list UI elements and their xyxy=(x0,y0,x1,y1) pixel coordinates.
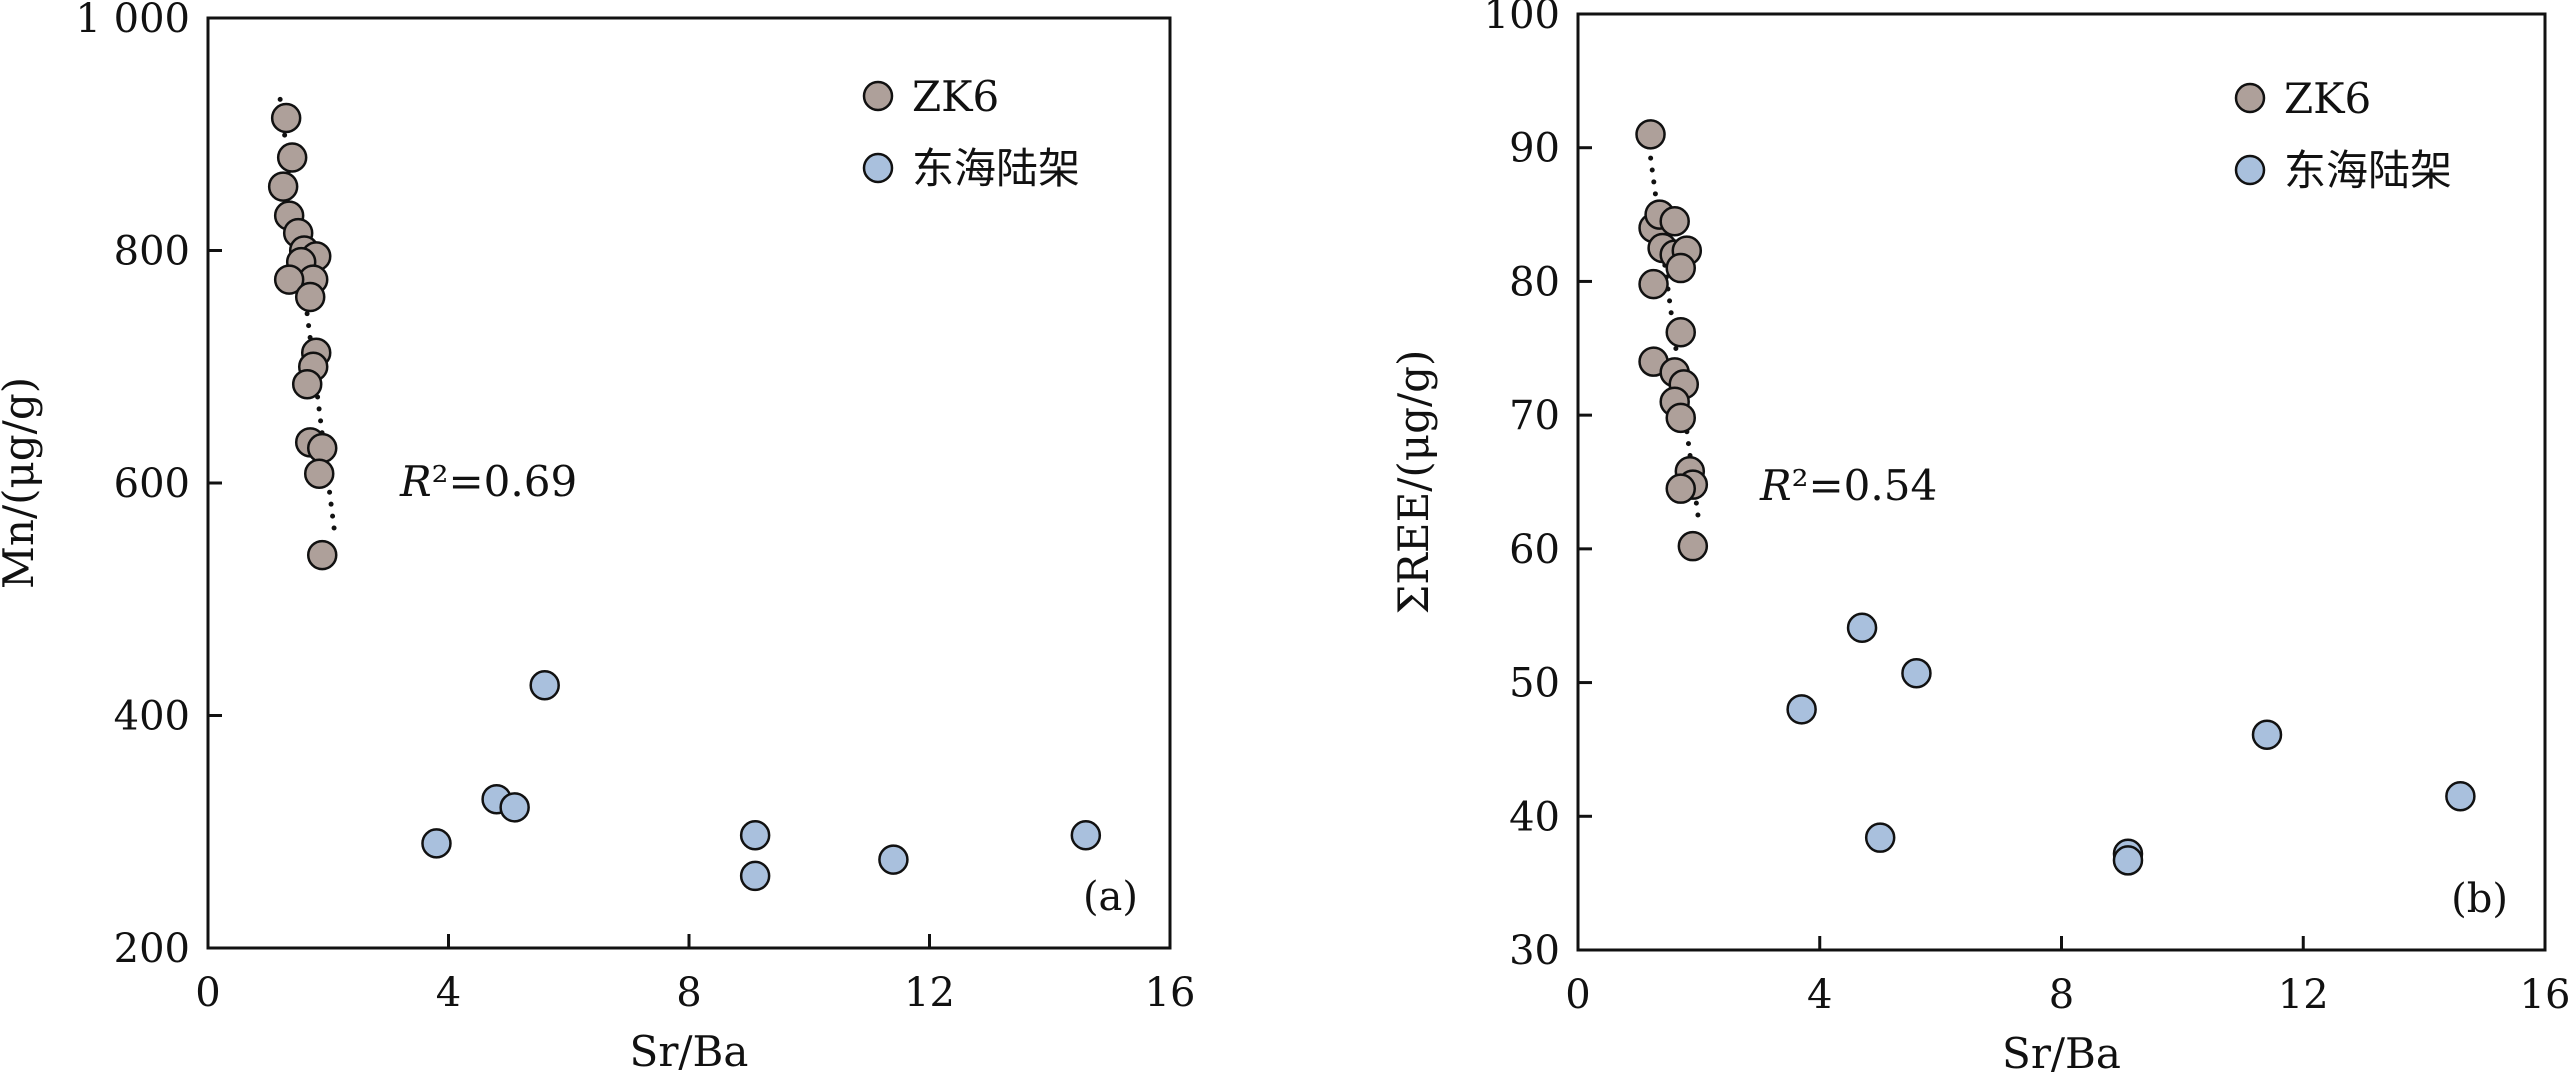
x-tick-label: 4 xyxy=(436,970,461,1016)
data-point xyxy=(1665,252,1696,284)
x-tick-label: 12 xyxy=(2278,972,2329,1018)
series-east-china-sea-shelf xyxy=(421,670,1102,892)
data-point xyxy=(878,844,909,875)
y-tick-label: 200 xyxy=(114,926,190,972)
data-point xyxy=(306,539,338,571)
x-axis-title: Sr/Ba xyxy=(630,1027,749,1076)
r-squared-value: ²=0.69 xyxy=(432,457,578,506)
legend-label: 东海陆架 xyxy=(2284,146,2452,195)
series-zk6 xyxy=(267,102,338,571)
data-point xyxy=(739,819,771,851)
data-point xyxy=(1864,822,1896,853)
y-tick-label: 30 xyxy=(1509,928,1560,974)
y-tick-label: 70 xyxy=(1509,393,1560,439)
data-point xyxy=(1786,694,1817,725)
data-point xyxy=(306,432,338,464)
data-point xyxy=(1665,402,1696,434)
data-point xyxy=(1677,530,1709,562)
series-zk6 xyxy=(1635,119,1709,562)
x-tick-label: 8 xyxy=(676,970,701,1016)
x-tick-label: 16 xyxy=(2520,972,2570,1018)
x-tick-label: 8 xyxy=(2049,972,2074,1018)
legend-label: 东海陆架 xyxy=(912,144,1080,193)
data-point xyxy=(1846,612,1878,643)
chart-panel-a: 0 4 8 12 16 200 400 600 800 1 000 Sr/Ba Mn/(μg/g) ZK… xyxy=(0,0,1195,1076)
y-axis-title: ΣREE/(μg/g) xyxy=(1389,350,1438,615)
y-axis-title: Mn/(μg/g) xyxy=(0,377,43,589)
data-point xyxy=(2251,719,2283,750)
data-point xyxy=(1665,316,1696,348)
data-point xyxy=(303,458,335,489)
r-squared-symbol: R xyxy=(1759,461,1792,510)
data-point xyxy=(294,281,326,313)
x-tick-label: 0 xyxy=(1565,972,1590,1018)
chart-panel-b: 0 4 8 12 16 30 40 50 60 70 80 90 100 Sr/Ba ΣREE/(μg/g)… xyxy=(1389,0,2570,1078)
data-point xyxy=(421,828,452,859)
data-point xyxy=(270,102,302,134)
y-tick-label: 600 xyxy=(114,461,190,507)
data-point xyxy=(276,142,308,173)
r-squared-label: R²=0.54 xyxy=(1759,461,1937,510)
panel-label: (a) xyxy=(1083,874,1138,920)
y-tick-label: 1 000 xyxy=(75,0,190,42)
data-point xyxy=(1901,657,1932,689)
y-tick-label: 60 xyxy=(1509,527,1560,573)
y-tick-label: 50 xyxy=(1509,661,1560,707)
y-tick-label: 40 xyxy=(1509,794,1560,840)
legend-label: ZK6 xyxy=(2284,74,2371,123)
y-tick-label: 400 xyxy=(114,694,190,740)
legend-marker xyxy=(2234,154,2266,186)
x-tick-label: 12 xyxy=(904,970,955,1016)
legend-marker xyxy=(2234,82,2266,114)
y-tick-label: 90 xyxy=(1509,126,1560,172)
data-point xyxy=(2112,845,2144,876)
x-axis-title: Sr/Ba xyxy=(2002,1029,2121,1078)
y-tick-label: 80 xyxy=(1509,259,1560,305)
r-squared-symbol: R xyxy=(399,457,432,506)
x-tick-label: 16 xyxy=(1145,970,1196,1016)
data-point xyxy=(1665,473,1696,504)
x-tick-label: 0 xyxy=(195,970,220,1016)
data-point xyxy=(1659,206,1690,237)
panel-label: (b) xyxy=(2451,876,2508,922)
series-east-china-sea-shelf xyxy=(1786,612,2476,876)
data-point xyxy=(1635,119,1666,150)
data-point xyxy=(739,860,771,892)
data-point xyxy=(1638,268,1669,300)
data-point xyxy=(499,792,530,823)
data-point xyxy=(291,368,323,400)
legend-marker xyxy=(862,152,894,184)
data-point xyxy=(529,670,560,701)
y-tick-label: 100 xyxy=(1484,0,1560,38)
data-point xyxy=(267,171,299,202)
legend-marker xyxy=(862,80,894,112)
data-point xyxy=(1070,819,1102,851)
legend-label: ZK6 xyxy=(912,72,999,121)
r-squared-label: R²=0.69 xyxy=(399,457,577,506)
x-tick-label: 4 xyxy=(1807,972,1832,1018)
data-point xyxy=(273,264,305,295)
r-squared-value: ²=0.54 xyxy=(1792,461,1938,510)
y-tick-label: 800 xyxy=(114,229,190,275)
data-point xyxy=(2445,780,2476,812)
